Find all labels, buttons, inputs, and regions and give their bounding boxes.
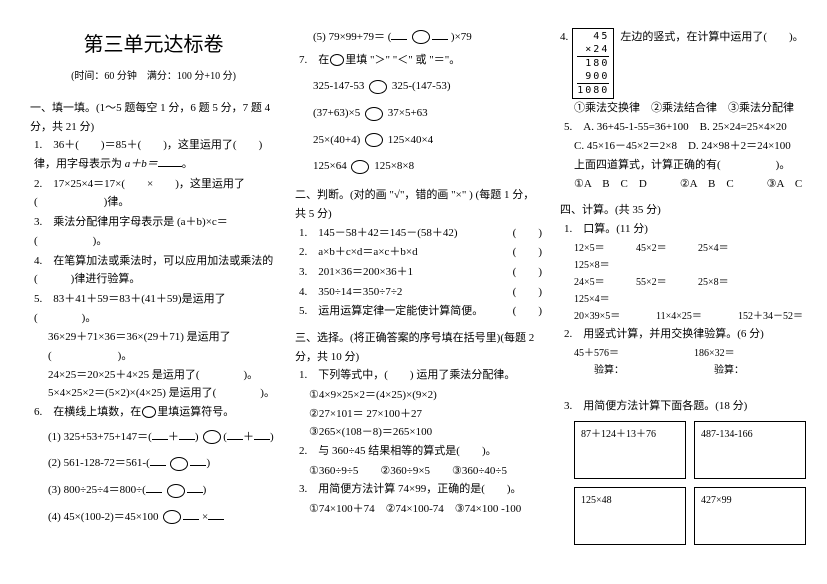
choice-1c: ③265×(108－8)＝265×100	[309, 423, 542, 442]
calc-1: 1. 口算。(11 分)	[564, 220, 807, 239]
choice-1b: ②27×101＝ 27×100＋27	[309, 405, 542, 424]
circle-icon	[369, 80, 387, 94]
cmp-1: 325-147-53 325-(147-53)	[313, 77, 542, 96]
q3: 3. 乘法分配律用字母表示是 (a＋b)×c＝( )。	[34, 213, 277, 250]
cmp-2: (37+63)×5 37×5+63	[313, 104, 542, 123]
calc-2-verify: 验算：验算：	[574, 362, 807, 379]
circle-icon	[142, 406, 156, 418]
page-title: 第三单元达标卷	[30, 28, 277, 62]
q5d: 5×4×25×2＝(5×2)×(4×25) 是运用了( )。	[48, 384, 277, 403]
q7: 7. 在里填 "＞" "＜" 或 "＝"。	[299, 51, 542, 70]
q5b: C. 45×16－45×2＝2×8 D. 24×98＋2＝24×100	[574, 137, 807, 156]
choice-2: 2. 与 360÷45 结果相等的算式是( )。	[299, 442, 542, 461]
circle-icon	[203, 430, 221, 444]
q5: 5. A. 36+45-1-55=36+100 B. 25×24=25×4×20	[564, 118, 807, 137]
calc-3: 3. 用简便方法计算下面各题。(18 分)	[564, 397, 807, 416]
choice-3: 3. 用简便方法计算 74×99，正确的是( )。	[299, 480, 542, 499]
choice-1a: ①4×9×25×2＝(4×25)×(9×2)	[309, 386, 542, 405]
circle-icon	[330, 54, 344, 66]
q4-opts: ①乘法交换律 ②乘法结合律 ③乘法分配律	[574, 99, 807, 118]
circle-icon	[365, 107, 383, 121]
circle-icon	[167, 484, 185, 498]
choice-3a: ①74×100＋74 ②74×100-74 ③74×100 -100	[309, 500, 542, 519]
q5c: 24×25＝20×25＋4×25 是运用了( )。	[48, 366, 277, 385]
calc-box: 427×99	[694, 487, 806, 545]
calc-row-2: 24×5＝55×2＝25×8＝125×4＝	[574, 274, 807, 308]
q6-4: (4) 45×(100-2)＝45×100 ×	[48, 508, 277, 527]
circle-icon	[351, 160, 369, 174]
judge-2: 2. a×b＋c×d＝a×c＋b×d( )	[299, 243, 542, 262]
q6-5: (5) 79×99+79＝ ( )×79	[313, 28, 542, 47]
section-3-head: 三、选择。(将正确答案的序号填在括号里)(每题 2 分，共 10 分)	[295, 329, 542, 366]
section-1-head: 一、填一填。(1～5 题每空 1 分，6 题 5 分，7 题 4 分，共 21 …	[30, 99, 277, 136]
judge-3: 3. 201×36＝200×36＋1( )	[299, 263, 542, 282]
cmp-4: 125×64 125×8×8	[313, 157, 542, 176]
q5d: ①A B C D ②A B C ③A C	[574, 175, 807, 194]
q5b: 36×29＋71×36＝36×(29＋71) 是运用了( )。	[48, 328, 277, 365]
circle-icon	[365, 133, 383, 147]
choice-2a: ①360÷9÷5 ②360÷9×5 ③360÷40÷5	[309, 462, 542, 481]
calc-box: 487-134-166	[694, 421, 806, 479]
section-2-head: 二、判断。(对的画 "√"，错的画 "×" ) (每题 1 分，共 5 分)	[295, 186, 542, 223]
q6-3: (3) 800÷25÷4＝800÷( )	[48, 481, 277, 500]
q5a: 5. 83＋41＋59＝83＋(41＋59)是运用了( )。	[34, 290, 277, 327]
judge-4: 4. 350÷14＝350÷7÷2( )	[299, 283, 542, 302]
q4: 4. 在笔算加法或乘法时，可以应用加法或乘法的( )律进行验算。	[34, 252, 277, 289]
q5c: 上面四道算式，计算正确的有( )。	[574, 156, 807, 175]
q4-vertical: 4. 45 ×24 180 900 1080 左边的竖式，在计算中运用了( )。	[560, 28, 807, 99]
calc-row-1: 12×5＝45×2＝25×4＝125×8＝	[574, 240, 807, 274]
circle-icon	[170, 457, 188, 471]
page-subtitle: (时间：60 分钟 满分：100 分+10 分)	[30, 68, 277, 85]
calc-box: 87＋124＋13＋76	[574, 421, 686, 479]
vertical-calc: 45 ×24 180 900 1080	[572, 28, 614, 99]
q2: 2. 17×25×4＝17×( × )，这里运用了( )律。	[34, 175, 277, 212]
q6-2: (2) 561-128-72＝561-( )	[48, 454, 277, 473]
circle-icon	[412, 30, 430, 44]
calc-2-items: 45＋576＝186×32＝	[574, 345, 807, 362]
judge-5: 5. 运用运算定律一定能使计算简便。( )	[299, 302, 542, 321]
calc-box: 125×48	[574, 487, 686, 545]
column-2: (5) 79×99+79＝ ( )×79 7. 在里填 "＞" "＜" 或 "＝…	[295, 28, 542, 545]
calc-boxes: 87＋124＋13＋76 487-134-166 125×48 427×99	[574, 421, 807, 545]
q6-1: (1) 325+53+75+147＝(＋) (＋)	[48, 428, 277, 447]
circle-icon	[163, 510, 181, 524]
section-4-head: 四、计算。(共 35 分)	[560, 201, 807, 220]
column-1: 第三单元达标卷 (时间：60 分钟 满分：100 分+10 分) 一、填一填。(…	[30, 28, 277, 545]
choice-1: 1. 下列等式中，( ) 运用了乘法分配律。	[299, 366, 542, 385]
column-3: 4. 45 ×24 180 900 1080 左边的竖式，在计算中运用了( )。…	[560, 28, 807, 545]
q6: 6. 在横线上填数，在里填运算符号。	[34, 403, 277, 422]
calc-row-3: 20×39×5＝11×4×25＝152＋34－52＝	[574, 308, 807, 325]
calc-2: 2. 用竖式计算，并用交换律验算。(6 分)	[564, 325, 807, 344]
cmp-3: 25×(40+4) 125×40×4	[313, 131, 542, 150]
judge-1: 1. 145－58＋42＝145－(58＋42)( )	[299, 224, 542, 243]
q1: 1. 36＋( )＝85＋( )，这里运用了( )律，用字母表示为 a＋b＝。	[34, 136, 277, 173]
